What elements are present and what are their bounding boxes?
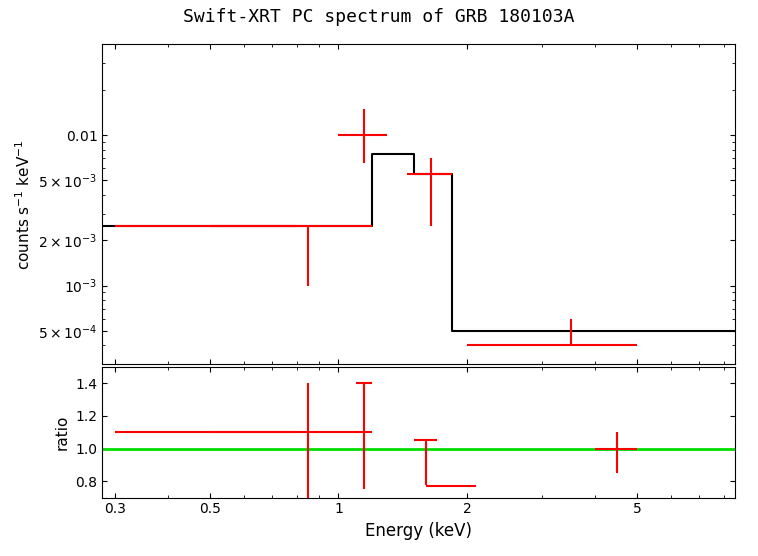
Y-axis label: counts s$^{-1}$ keV$^{-1}$: counts s$^{-1}$ keV$^{-1}$ <box>14 139 33 270</box>
X-axis label: Energy (keV): Energy (keV) <box>365 522 472 540</box>
Y-axis label: ratio: ratio <box>55 415 70 450</box>
Text: Swift-XRT PC spectrum of GRB 180103A: Swift-XRT PC spectrum of GRB 180103A <box>183 8 575 26</box>
